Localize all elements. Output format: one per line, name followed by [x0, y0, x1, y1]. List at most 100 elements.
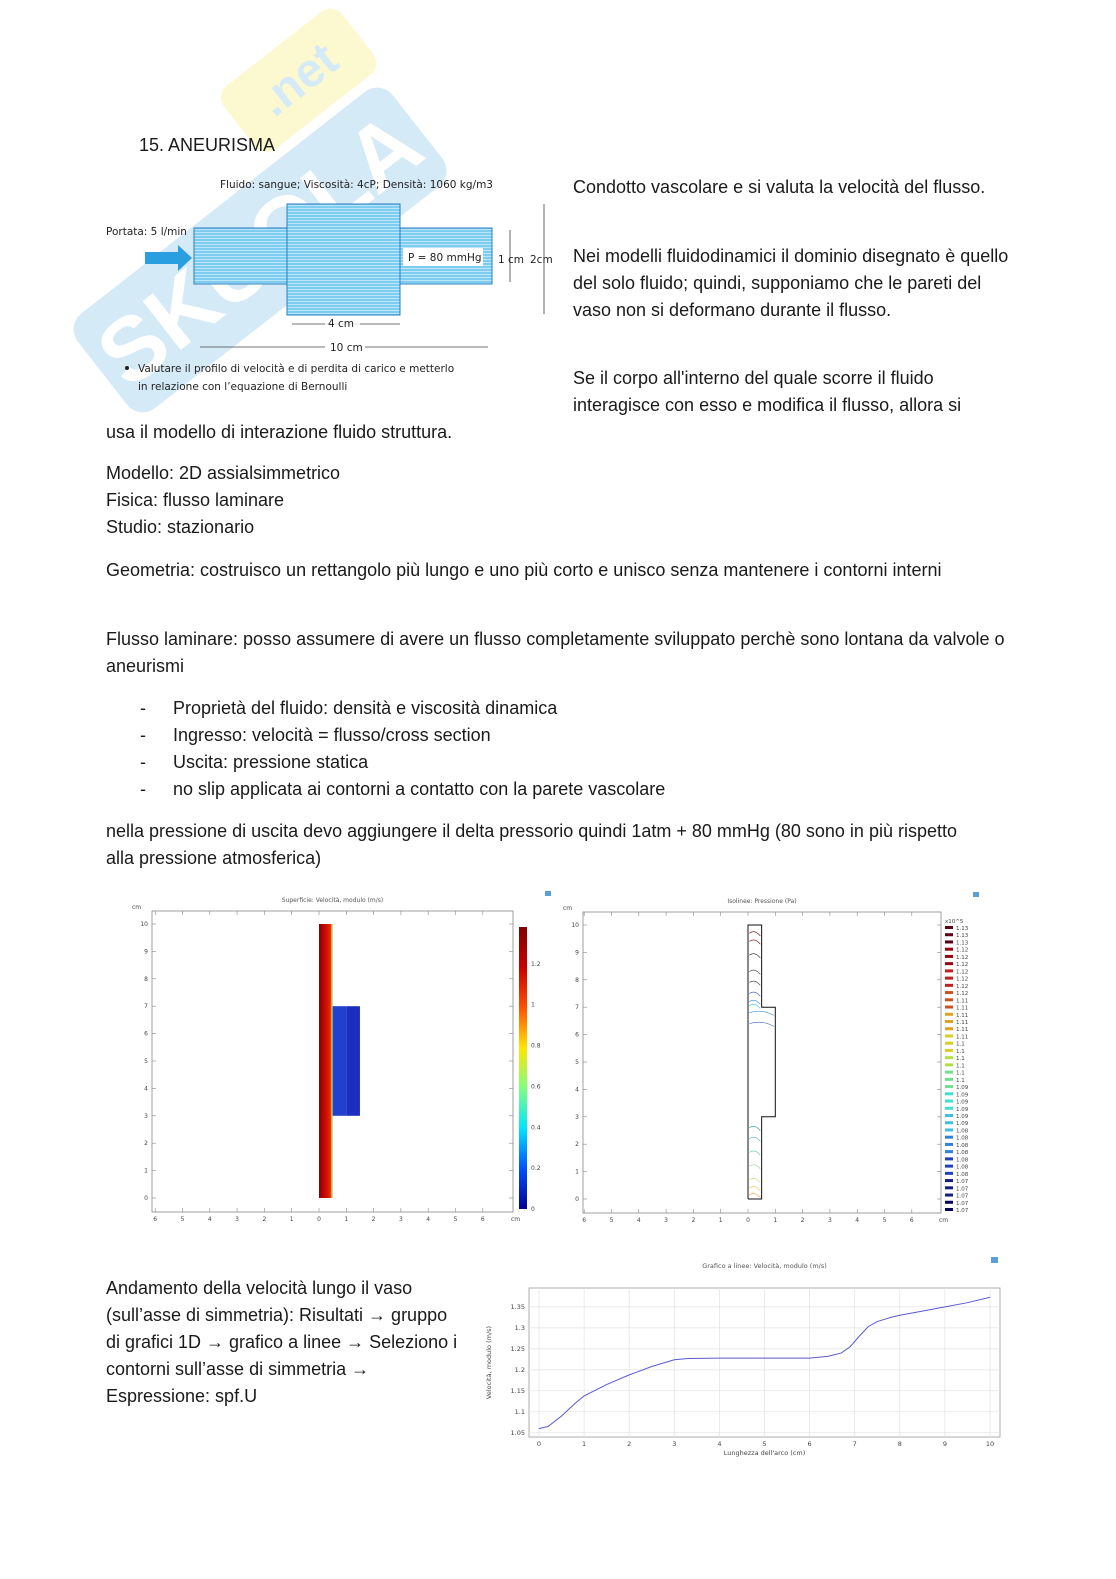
y-tick-label: 0: [575, 1196, 579, 1203]
data-point: [574, 1403, 576, 1404]
colorbar-swatch: [945, 969, 953, 973]
colorbar-swatch: [945, 983, 953, 987]
x-tick-label: 6: [910, 1217, 914, 1224]
data-point: [840, 1352, 842, 1354]
y-tick-label: 3: [144, 1113, 148, 1120]
y-tick-label: 6: [144, 1031, 148, 1038]
dim-10cm: 10 cm: [330, 342, 363, 354]
colorbar-swatch: [945, 1150, 953, 1154]
isoline: [749, 1178, 761, 1183]
colorbar-swatch: [945, 1114, 953, 1117]
velocity-procedure-paragraph: Andamento della velocità lungo il vaso (…: [106, 1278, 458, 1406]
colorbar-swatch: [945, 1041, 953, 1045]
data-point: [827, 1356, 828, 1357]
data-point: [922, 1310, 923, 1312]
paragraph-fluid-domain: Nei modelli fluidodinamici il dominio di…: [573, 246, 1009, 320]
y-tick-label: 4: [575, 1086, 579, 1093]
colorbar-tick-label: 1.11: [956, 998, 968, 1004]
y-tick-label: 7: [575, 1004, 579, 1011]
vessel-region: [319, 924, 333, 1198]
inflow-arrow-icon: [145, 245, 192, 271]
colorbar-swatch: [945, 1171, 953, 1175]
x-tick-label: 0: [537, 1440, 541, 1448]
x-tick-label: 4: [717, 1440, 721, 1448]
list-dash: -: [140, 725, 146, 745]
x-tick-label: 5: [610, 1217, 614, 1224]
dim-1cm: 1 cm: [498, 254, 524, 266]
colorbar-multiplier: x10^5: [945, 919, 964, 925]
y-tick-label: 1.1: [515, 1408, 525, 1416]
x-tick-label: 2: [801, 1217, 805, 1224]
colorbar-tick-label: 1.12: [956, 962, 968, 968]
colorbar-swatch: [945, 976, 953, 980]
colorbar-swatch: [945, 1121, 953, 1125]
colorbar-tick-label: 1.12: [956, 977, 968, 983]
y-tick-label: 1.2: [515, 1366, 525, 1374]
colorbar-swatch: [945, 1135, 953, 1139]
x-tick-label: 6: [808, 1440, 812, 1448]
y-tick-label: 9: [575, 949, 579, 956]
colorbar-swatch: [945, 1020, 953, 1023]
x-tick-label: 0: [317, 1216, 321, 1223]
plot-title: Isolinee: Pressione (Pa): [727, 898, 796, 905]
colorbar-tick-label: 1.07: [956, 1179, 969, 1185]
colorbar-tick-label: 1.11: [956, 1013, 968, 1019]
isoline: [749, 1164, 761, 1170]
colorbar-swatch: [945, 1048, 953, 1052]
domain-outline: [747, 924, 776, 1200]
colorbar-tick-label: 1.12: [956, 969, 968, 975]
isoline: [749, 1193, 761, 1198]
y-tick-label: 5: [144, 1058, 148, 1065]
isoline: [749, 980, 761, 986]
dim-4cm: 4 cm: [328, 318, 354, 330]
x-tick-label: 4: [855, 1217, 859, 1224]
x-tick-label: 9: [943, 1440, 947, 1448]
colorbar-swatch: [945, 1092, 953, 1096]
colorbar-tick-label: 1.07: [956, 1186, 969, 1192]
y-tick-label: 3: [575, 1114, 579, 1121]
list-dash: -: [140, 779, 146, 799]
data-point: [867, 1326, 869, 1327]
data-point: [989, 1296, 991, 1298]
colorbar-tick-label: 1.11: [956, 1020, 968, 1026]
y-tick-label: 1.3: [515, 1324, 525, 1332]
colorbar-tick-label: 1.1: [956, 1078, 965, 1084]
colorbar-tick-label: 1: [531, 1002, 535, 1009]
colorbar-tick-label: 1.11: [956, 1034, 968, 1040]
paragraph-intro: Condotto vascolare e si valuta la veloci…: [573, 177, 986, 197]
data-point: [899, 1314, 901, 1316]
colorbar-swatch: [945, 962, 953, 966]
x-tick-label: 1: [773, 1217, 777, 1224]
y-tick-label: 2: [575, 1141, 579, 1148]
colorbar-swatch: [945, 1193, 953, 1197]
colorbar-tick-label: 1.1: [956, 1063, 965, 1069]
y-tick-label: 9: [144, 948, 148, 955]
colorbar: [519, 927, 527, 1209]
colorbar-tick-label: 1.08: [956, 1165, 969, 1171]
y-tick-label: 1.25: [511, 1345, 525, 1353]
camera-icon: [973, 892, 979, 897]
y-tick-label: 1.35: [511, 1303, 525, 1311]
isoline: [749, 1004, 761, 1009]
data-point: [687, 1358, 689, 1359]
isoline: [749, 1021, 775, 1027]
colorbar-swatch: [945, 1099, 953, 1103]
x-tick-label: 2: [372, 1216, 376, 1223]
colorbar-tick-label: 1.08: [956, 1172, 969, 1178]
colorbar-tick-label: 1.12: [956, 948, 968, 954]
data-point: [890, 1317, 892, 1318]
colorbar-tick-label: 1.1: [956, 1056, 965, 1062]
x-tick-label: 1: [290, 1216, 294, 1223]
data-point: [628, 1374, 630, 1376]
colorbar-tick-label: 0.4: [531, 1124, 541, 1131]
figure-bullet-line2: in relazione con l’equazione di Bernoull…: [138, 381, 347, 393]
data-point: [876, 1321, 878, 1322]
colorbar-swatch: [945, 998, 953, 1002]
colorbar-tick-label: 1.09: [956, 1107, 969, 1113]
colorbar-swatch: [945, 1179, 953, 1183]
geometry-paragraph: Geometria: costruisco un rettangolo più …: [106, 560, 942, 580]
data-point: [764, 1357, 765, 1359]
colorbar-swatch: [945, 1200, 953, 1204]
x-tick-label: 5: [762, 1440, 766, 1448]
